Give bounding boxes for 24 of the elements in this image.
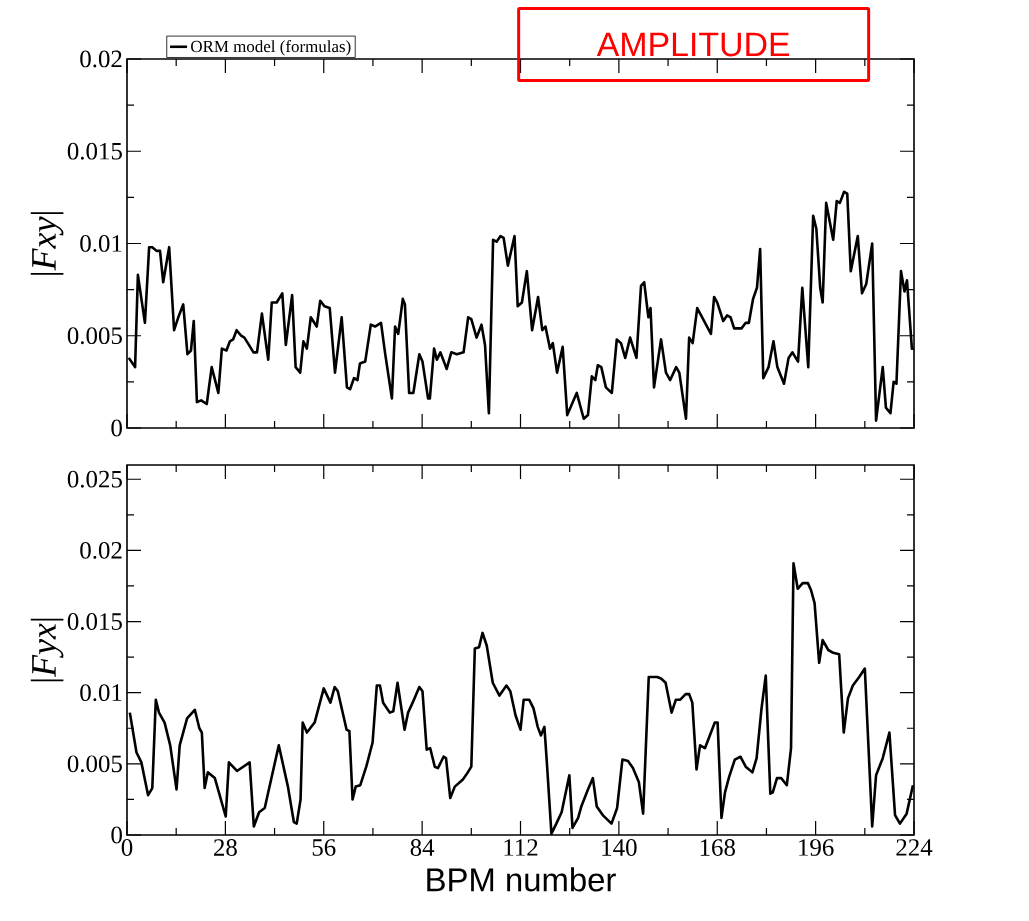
- x-tick-label: 112: [504, 839, 538, 856]
- y-tick-label: 0.005: [67, 755, 122, 773]
- y-tick-label: 0.015: [67, 142, 122, 160]
- legend-label: ORM model (formulas): [191, 40, 351, 56]
- y-tick-label: 0: [111, 826, 122, 844]
- y-tick-label: 0.025: [67, 470, 122, 488]
- x-axis-title: BPM number: [427, 867, 616, 892]
- text: AMPLITUDE: [596, 32, 790, 57]
- x-tick-label: 196: [799, 839, 834, 856]
- x-tick-label: 224: [896, 839, 933, 856]
- x-tick-label: 28: [214, 839, 237, 856]
- y-tick-label: 0: [111, 419, 122, 437]
- x-tick-label: 140: [602, 839, 637, 856]
- y-tick-label: 0.005: [67, 327, 122, 345]
- y-axis-title: |Fxy|: [30, 212, 64, 275]
- y-axis-title: |Fyx|: [30, 618, 64, 682]
- x-tick-label: 84: [410, 839, 435, 856]
- y-tick-label: 0.01: [80, 684, 122, 702]
- y-tick-label: 0.02: [80, 50, 122, 68]
- x-tick-label: 168: [700, 839, 735, 856]
- y-tick-label: 0.015: [67, 613, 122, 630]
- y-tick-label: 0.02: [80, 541, 122, 559]
- x-tick-label: 56: [312, 839, 336, 856]
- y-tick-label: 0.01: [80, 235, 122, 252]
